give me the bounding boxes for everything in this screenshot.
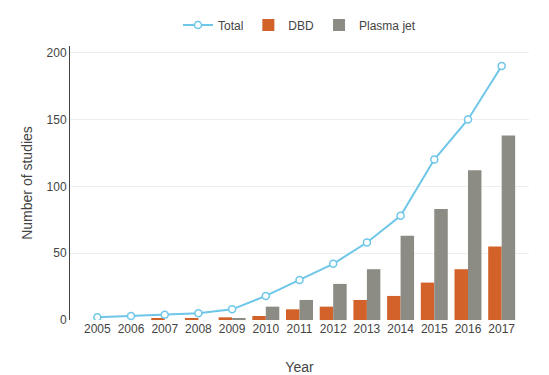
svg-text:DBD: DBD <box>288 19 314 33</box>
svg-text:2007: 2007 <box>151 322 178 336</box>
svg-text:150: 150 <box>47 113 67 127</box>
svg-text:100: 100 <box>47 180 67 194</box>
svg-text:2017: 2017 <box>488 322 515 336</box>
svg-text:2010: 2010 <box>252 322 279 336</box>
svg-text:2015: 2015 <box>421 322 448 336</box>
svg-text:200: 200 <box>47 46 67 60</box>
svg-text:2014: 2014 <box>387 322 414 336</box>
svg-text:2011: 2011 <box>287 322 313 336</box>
svg-text:50: 50 <box>53 246 67 260</box>
svg-text:Year: Year <box>285 359 314 375</box>
svg-text:2005: 2005 <box>84 322 111 336</box>
svg-text:Total: Total <box>218 19 243 33</box>
svg-text:2006: 2006 <box>118 322 145 336</box>
svg-text:2016: 2016 <box>455 322 482 336</box>
svg-text:Number of studies: Number of studies <box>19 126 35 240</box>
svg-text:2009: 2009 <box>219 322 246 336</box>
svg-text:Plasma jet: Plasma jet <box>359 19 416 33</box>
svg-text:2008: 2008 <box>185 322 212 336</box>
svg-text:2013: 2013 <box>354 322 381 336</box>
svg-text:0: 0 <box>60 313 67 327</box>
svg-text:2012: 2012 <box>320 322 347 336</box>
